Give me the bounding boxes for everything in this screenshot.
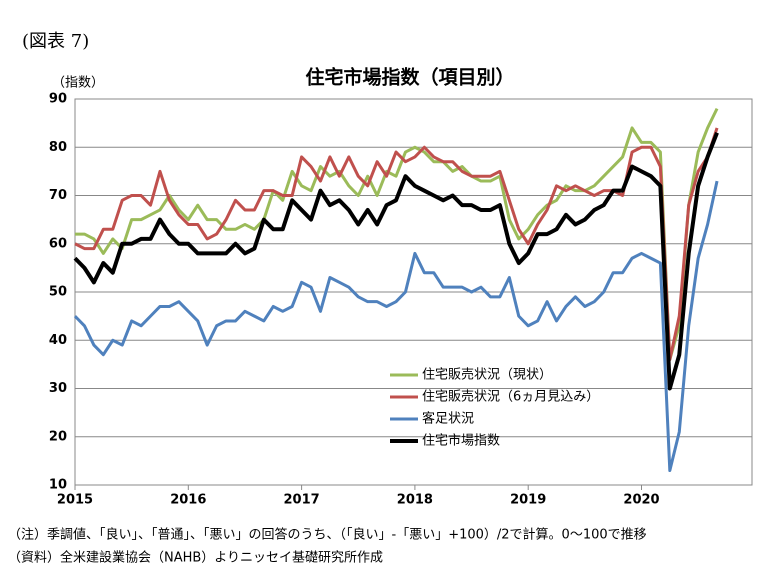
y-tick-label: 80 [49, 140, 67, 155]
x-tick-label: 2016 [170, 493, 206, 508]
plot-frame [74, 98, 753, 486]
x-tick-label: 2015 [57, 493, 93, 508]
y-tick-label: 20 [49, 429, 67, 444]
note: （注）季調値、「良い」、「普通」、「悪い」の回答のうち、（「良い」-「悪い」+1… [8, 527, 647, 543]
x-tick-label: 2020 [623, 493, 659, 508]
y-tick-label: 50 [49, 285, 67, 300]
y-tick-label: 70 [49, 188, 67, 203]
series-line [75, 107, 719, 362]
source: （資料）全米建設業協会（NAHB）よりニッセイ基礎研究所作成 [8, 550, 383, 566]
series-line [74, 127, 719, 362]
legend-label: 住宅販売状況（6ヵ月見込み） [422, 389, 599, 405]
x-tick-label: 2019 [510, 493, 546, 508]
y-axis-label: （指数） [52, 76, 104, 91]
x-tick-label: 2018 [397, 493, 433, 508]
y-tick-label: 10 [49, 478, 67, 493]
legend-label: 住宅市場指数 [422, 433, 500, 449]
legend-label: 住宅販売状況（現状） [422, 367, 552, 383]
y-tick-label: 90 [49, 92, 67, 107]
y-tick-label: 30 [49, 381, 67, 396]
x-tick-label: 2017 [284, 493, 320, 508]
legend-label: 客足状況 [422, 411, 474, 427]
chart-title: 住宅市場指数（項目別） [305, 66, 514, 89]
figure-label: (図表 7) [22, 31, 89, 52]
y-tick-label: 60 [49, 236, 67, 251]
series-line [73, 132, 719, 391]
y-tick-label: 40 [49, 333, 67, 348]
series-line [73, 180, 719, 473]
